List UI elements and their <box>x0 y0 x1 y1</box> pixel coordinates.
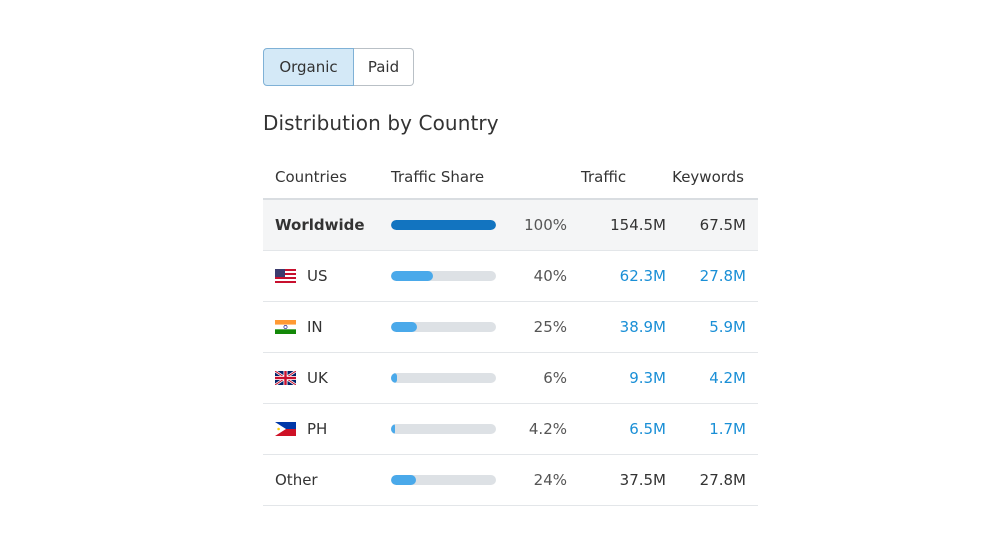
traffic-share-percent: 100% <box>496 199 567 251</box>
country-name: PH <box>307 420 328 438</box>
traffic-share-bar <box>391 271 496 281</box>
paid-toggle-button[interactable]: Paid <box>354 48 414 86</box>
traffic-share-bar <box>391 373 496 383</box>
traffic-link[interactable]: 62.3M <box>567 250 666 302</box>
traffic-share-bar-fill <box>391 373 398 383</box>
table-row-uk: UK 6% 9.3M 4.2M <box>263 352 758 404</box>
traffic-share-percent: 4.2% <box>496 403 567 455</box>
traffic-share-bar-fill <box>391 271 433 281</box>
traffic-share-bar-fill <box>391 424 396 434</box>
header-traffic-share: Traffic Share <box>379 156 567 200</box>
traffic-type-toggle: Organic Paid <box>263 48 758 86</box>
traffic-share-percent: 24% <box>496 454 567 506</box>
header-traffic: Traffic <box>567 156 666 200</box>
table-row-other: Other 24% 37.5M 27.8M <box>263 454 758 506</box>
traffic-share-bar-fill <box>391 322 418 332</box>
table-row-ph: PH 4.2% 6.5M 1.7M <box>263 403 758 455</box>
traffic-share-bar <box>391 424 496 434</box>
country-name: US <box>307 267 328 285</box>
country-name: Other <box>275 471 318 489</box>
traffic-share-bar-fill <box>391 475 417 485</box>
header-keywords: Keywords <box>666 156 758 200</box>
keywords-value: 67.5M <box>666 199 758 251</box>
us-flag-icon <box>275 269 296 283</box>
table-row-us: US 40% 62.3M 27.8M <box>263 250 758 302</box>
traffic-share-percent: 40% <box>496 250 567 302</box>
uk-flag-icon <box>275 371 296 385</box>
traffic-share-bar <box>391 322 496 332</box>
india-flag-icon <box>275 320 296 334</box>
keywords-value: 27.8M <box>666 454 758 506</box>
section-title: Distribution by Country <box>263 111 499 135</box>
table-row-in: IN 25% 38.9M 5.9M <box>263 301 758 353</box>
country-name: IN <box>307 318 323 336</box>
distribution-widget: Organic Paid Distribution by Country Cou… <box>263 48 758 506</box>
header-countries: Countries <box>263 156 379 200</box>
country-name: Worldwide <box>275 216 365 234</box>
traffic-share-percent: 6% <box>496 352 567 404</box>
traffic-share-percent: 25% <box>496 301 567 353</box>
traffic-value: 154.5M <box>567 199 666 251</box>
traffic-value: 37.5M <box>567 454 666 506</box>
traffic-link[interactable]: 9.3M <box>567 352 666 404</box>
country-name: UK <box>307 369 328 387</box>
keywords-link[interactable]: 5.9M <box>666 301 758 353</box>
table-header-row: Countries Traffic Share Traffic Keywords <box>263 156 758 200</box>
keywords-link[interactable]: 4.2M <box>666 352 758 404</box>
traffic-link[interactable]: 6.5M <box>567 403 666 455</box>
country-distribution-table: Countries Traffic Share Traffic Keywords… <box>263 156 758 506</box>
traffic-link[interactable]: 38.9M <box>567 301 666 353</box>
traffic-share-bar <box>391 475 496 485</box>
traffic-share-bar-fill <box>391 220 496 230</box>
keywords-link[interactable]: 1.7M <box>666 403 758 455</box>
traffic-share-bar <box>391 220 496 230</box>
keywords-link[interactable]: 27.8M <box>666 250 758 302</box>
philippines-flag-icon <box>275 422 296 436</box>
table-row-worldwide: Worldwide 100% 154.5M 67.5M <box>263 199 758 251</box>
organic-toggle-button[interactable]: Organic <box>263 48 354 86</box>
